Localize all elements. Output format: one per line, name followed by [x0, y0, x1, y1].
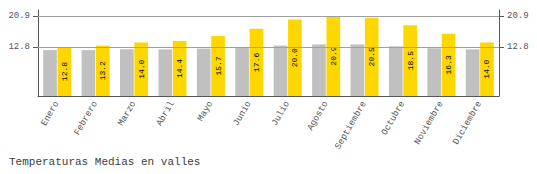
svg-text:14.4: 14.4 — [175, 59, 184, 78]
svg-text:Noviembre: Noviembre — [413, 99, 446, 146]
svg-text:Enero: Enero — [39, 99, 61, 127]
svg-text:Julio: Julio — [270, 99, 292, 127]
svg-text:Junio: Junio — [231, 99, 253, 127]
svg-text:Octubre: Octubre — [380, 99, 408, 137]
svg-text:12.8: 12.8 — [60, 62, 69, 81]
svg-text:17.6: 17.6 — [252, 53, 261, 72]
svg-text:Febrero: Febrero — [72, 99, 100, 137]
svg-text:18.5: 18.5 — [406, 51, 415, 70]
svg-text:Mayo: Mayo — [196, 99, 215, 123]
svg-text:Marzo: Marzo — [116, 99, 138, 127]
svg-text:Diciembre: Diciembre — [451, 99, 484, 146]
svg-text:Temperaturas Medias en valles: Temperaturas Medias en valles — [9, 156, 200, 168]
svg-text:13.2: 13.2 — [98, 61, 107, 80]
svg-text:20.0: 20.0 — [290, 48, 299, 67]
svg-text:15.7: 15.7 — [214, 56, 223, 75]
svg-text:20.9: 20.9 — [507, 11, 529, 21]
svg-text:Agosto: Agosto — [306, 99, 331, 132]
svg-text:16.3: 16.3 — [444, 55, 453, 74]
svg-text:20.9: 20.9 — [8, 11, 30, 21]
svg-text:Abril: Abril — [155, 99, 177, 127]
svg-text:Septiembre: Septiembre — [333, 99, 369, 151]
svg-text:14.0: 14.0 — [482, 59, 491, 78]
svg-text:20.9: 20.9 — [329, 46, 338, 65]
svg-text:12.8: 12.8 — [507, 42, 529, 52]
svg-text:20.5: 20.5 — [367, 47, 376, 66]
svg-text:14.0: 14.0 — [137, 59, 146, 78]
svg-text:12.8: 12.8 — [8, 42, 30, 52]
